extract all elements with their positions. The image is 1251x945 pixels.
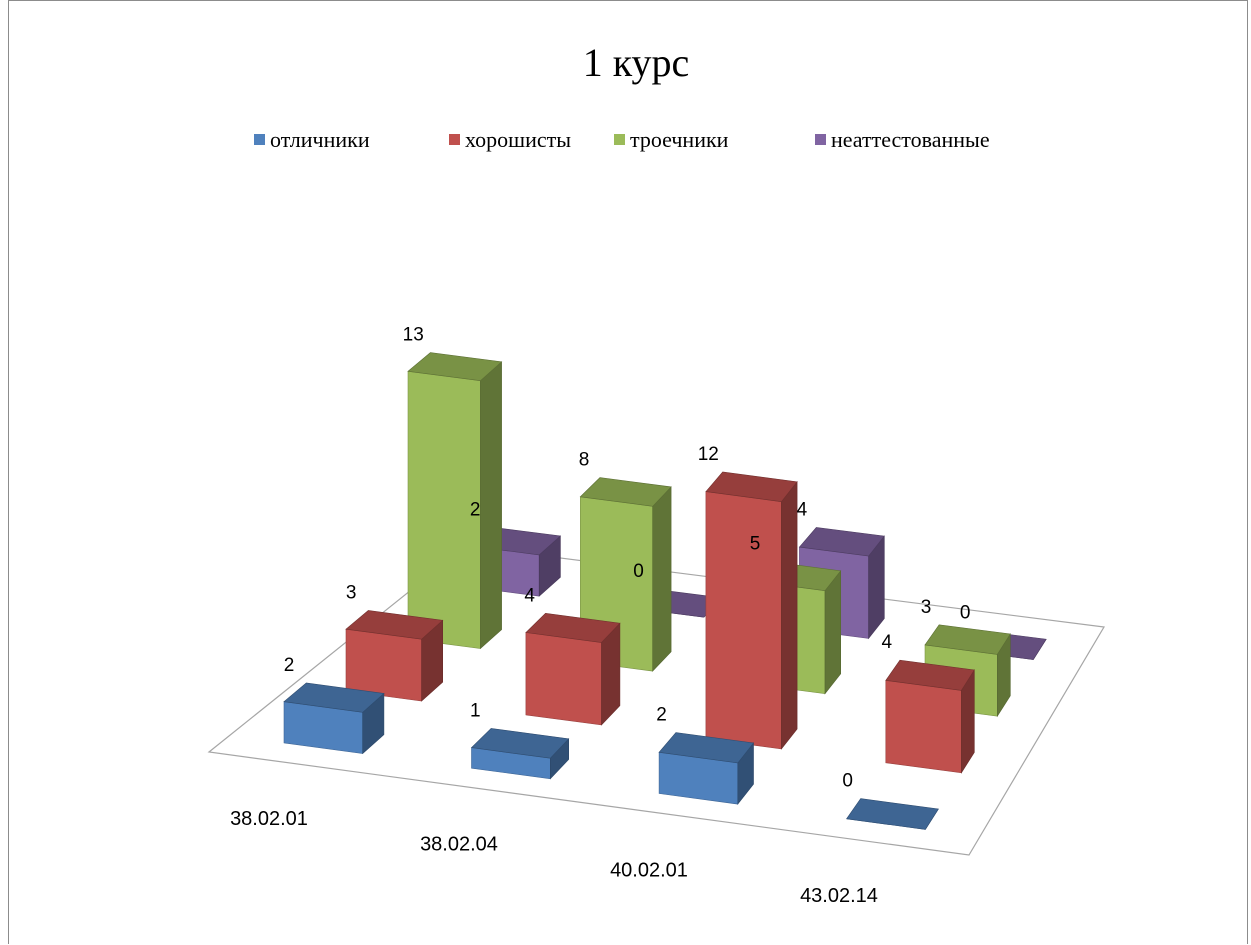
bar-series-2-38-02-01 xyxy=(345,610,444,702)
data-label: 8 xyxy=(579,450,590,471)
bar-top-face xyxy=(407,352,503,382)
bar-top-face xyxy=(658,732,755,764)
chart-canvas: 1 курс отличники хорошисты троечники неатте… xyxy=(207,40,1105,907)
data-label: 0 xyxy=(842,771,853,792)
chart-title: 1 курс xyxy=(583,40,690,85)
bar-top-face xyxy=(798,527,885,557)
bar-top-face xyxy=(885,659,975,691)
bar-top-face xyxy=(345,610,444,640)
bar-series-3-38-02-01 xyxy=(407,352,503,650)
bar-front-face xyxy=(525,632,602,726)
legend-label-series-4: неаттестованные xyxy=(831,127,990,152)
bar-side-face xyxy=(781,480,798,750)
legend-swatch-series-3 xyxy=(614,134,625,145)
bar-side-face xyxy=(652,486,672,672)
bar-series-2-38-02-04 xyxy=(525,612,621,726)
bar-front-face xyxy=(885,680,962,774)
legend: отличники хорошисты троечники неаттестованн… xyxy=(254,127,990,152)
legend-label-series-2: хорошисты xyxy=(465,127,571,152)
bars-group xyxy=(283,352,1047,830)
data-label: 4 xyxy=(524,585,535,606)
category-label: 38.02.04 xyxy=(420,834,498,856)
bar-series-2-40-02-01 xyxy=(705,471,798,750)
bar-top-face xyxy=(283,682,385,713)
legend-label-series-1: отличники xyxy=(270,127,370,152)
bar-series-1-40-02-01 xyxy=(658,732,755,805)
data-label: 4 xyxy=(797,500,808,521)
chart-frame: 1 курс отличники хорошисты троечники неатте… xyxy=(8,0,1248,944)
category-label: 40.02.01 xyxy=(610,859,688,881)
data-label: 3 xyxy=(346,583,357,604)
bar-side-face xyxy=(824,569,842,695)
category-label: 43.02.14 xyxy=(800,885,878,907)
bar-top-face xyxy=(579,477,672,507)
bar-top-face xyxy=(846,798,939,830)
bar-series-1-38-02-04 xyxy=(470,728,570,780)
bar-top-face xyxy=(705,471,798,503)
legend-swatch-series-1 xyxy=(254,134,265,145)
data-label: 3 xyxy=(921,597,932,618)
data-label: 2 xyxy=(470,499,481,520)
bar-series-1-43-02-14 xyxy=(846,798,939,830)
data-label: 4 xyxy=(882,632,893,653)
bar-series-2-43-02-14 xyxy=(885,659,975,774)
data-label: 5 xyxy=(750,534,761,555)
data-label: 13 xyxy=(403,325,424,346)
bar-front-face xyxy=(705,491,782,750)
data-label: 0 xyxy=(633,561,644,582)
data-label: 0 xyxy=(960,603,971,624)
category-label: 38.02.01 xyxy=(230,808,308,830)
bar-series-1-38-02-01 xyxy=(283,682,385,755)
bar-top-face xyxy=(470,728,570,759)
legend-swatch-series-4 xyxy=(815,134,826,145)
legend-swatch-series-2 xyxy=(449,134,460,145)
data-label: 12 xyxy=(698,444,719,465)
bar-side-face xyxy=(480,361,502,650)
bar-top-face xyxy=(924,624,1011,655)
data-label: 2 xyxy=(284,655,295,676)
bar-top-face xyxy=(525,612,621,643)
category-labels-group: 38.02.01 38.02.04 40.02.01 43.02.14 xyxy=(230,808,878,907)
data-label: 1 xyxy=(470,700,481,721)
data-label: 2 xyxy=(656,705,667,726)
legend-label-series-3: троечники xyxy=(630,127,729,152)
